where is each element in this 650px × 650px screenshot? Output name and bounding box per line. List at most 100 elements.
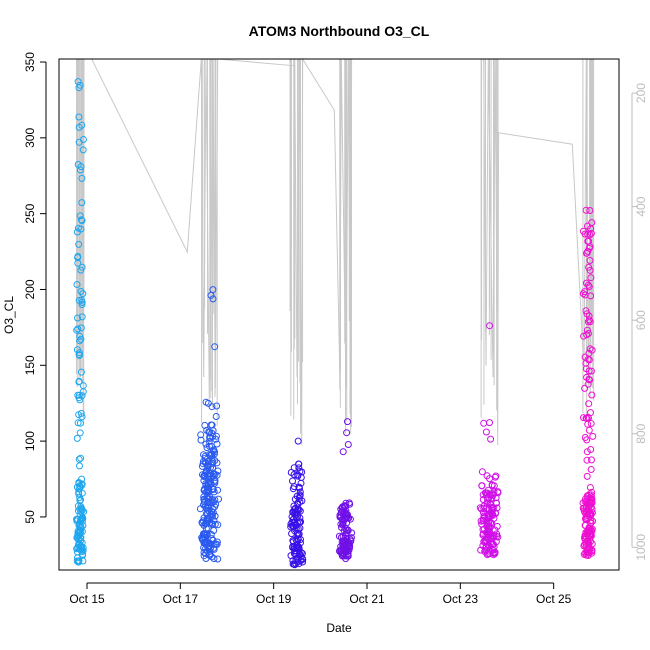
x-tick-label: Oct 23 — [443, 592, 479, 606]
data-point — [75, 377, 83, 385]
data-point — [79, 388, 87, 396]
data-point — [203, 444, 211, 452]
data-point — [343, 526, 350, 534]
data-point — [78, 263, 86, 271]
data-point — [586, 345, 594, 353]
data-point — [494, 533, 502, 541]
data-point — [580, 414, 587, 422]
data-point — [585, 400, 593, 408]
data-point — [585, 375, 593, 383]
data-point — [211, 343, 219, 351]
data-point — [75, 541, 83, 549]
data-point — [488, 508, 495, 516]
data-point — [289, 509, 297, 517]
data-point — [582, 539, 590, 547]
data-point — [299, 558, 307, 566]
data-point — [208, 535, 216, 543]
data-point — [78, 217, 86, 225]
data-point — [478, 520, 486, 528]
data-point — [587, 292, 595, 300]
data-point — [476, 504, 484, 512]
data-point — [493, 499, 501, 507]
y-tick-label: 300 — [23, 128, 37, 148]
data-point — [480, 512, 488, 520]
data-point — [75, 455, 83, 463]
data-point — [209, 295, 217, 303]
data-point — [486, 550, 494, 558]
data-point — [200, 451, 207, 459]
data-point — [290, 550, 298, 558]
y-tick-label: 100 — [23, 431, 37, 451]
data-point — [492, 472, 500, 480]
x-axis: Oct 15 Oct 17 Oct 19 Oct 21 Oct 23 Oct 25 — [69, 582, 572, 606]
data-point — [76, 351, 83, 359]
data-point — [490, 532, 498, 540]
data-point — [207, 531, 215, 538]
data-point — [482, 428, 490, 436]
data-point — [297, 479, 305, 487]
data-point — [214, 521, 222, 529]
data-point — [294, 437, 302, 445]
data-point — [493, 522, 501, 530]
data-point — [289, 557, 297, 565]
data-point — [214, 486, 222, 494]
data-point — [73, 483, 81, 491]
data-point — [339, 448, 347, 456]
data-point — [340, 540, 348, 548]
data-point — [298, 497, 306, 505]
data-point — [78, 489, 86, 497]
data-point — [78, 174, 86, 182]
data-point — [75, 84, 83, 92]
data-point — [201, 452, 209, 460]
data-point — [75, 479, 83, 487]
data-point — [484, 535, 492, 543]
data-point — [78, 313, 86, 321]
data-point — [588, 391, 596, 399]
data-point — [76, 419, 84, 427]
data-point — [581, 384, 589, 392]
y-tick-label: 250 — [23, 203, 37, 223]
data-point — [492, 510, 499, 517]
data-point — [75, 349, 83, 357]
data-point — [489, 490, 497, 498]
data-point — [294, 558, 301, 566]
data-point — [583, 436, 591, 444]
data-point — [205, 471, 213, 479]
data-point — [77, 524, 85, 532]
data-point — [76, 332, 84, 340]
data-point — [582, 543, 590, 551]
data-point — [77, 324, 85, 332]
data-point — [478, 468, 486, 476]
right-tick-label: 400 — [634, 196, 648, 216]
plot-border — [58, 58, 620, 571]
data-point — [75, 123, 83, 131]
data-point — [583, 326, 591, 334]
data-point — [200, 473, 208, 481]
data-point — [207, 421, 215, 429]
data-point — [338, 515, 346, 523]
right-tick-label: 600 — [634, 310, 648, 330]
y-tick-label: 150 — [23, 355, 37, 375]
data-point — [206, 552, 214, 559]
data-point — [586, 266, 594, 274]
data-point — [212, 432, 220, 440]
data-point — [343, 429, 351, 437]
x-tick-label: Oct 21 — [349, 592, 385, 606]
data-point — [79, 290, 87, 298]
data-point — [588, 346, 596, 354]
data-point — [76, 462, 83, 470]
data-point — [78, 199, 86, 207]
pressure-traces — [76, 57, 595, 446]
data-point — [210, 517, 218, 525]
data-point — [581, 291, 589, 299]
data-point — [203, 516, 211, 524]
data-point — [584, 380, 592, 388]
data-point — [295, 550, 303, 558]
data-point — [346, 543, 353, 551]
data-point — [344, 418, 351, 426]
data-point — [74, 259, 82, 267]
data-point — [486, 322, 494, 330]
data-point — [197, 431, 205, 439]
data-point — [587, 274, 595, 282]
data-point — [488, 481, 496, 489]
